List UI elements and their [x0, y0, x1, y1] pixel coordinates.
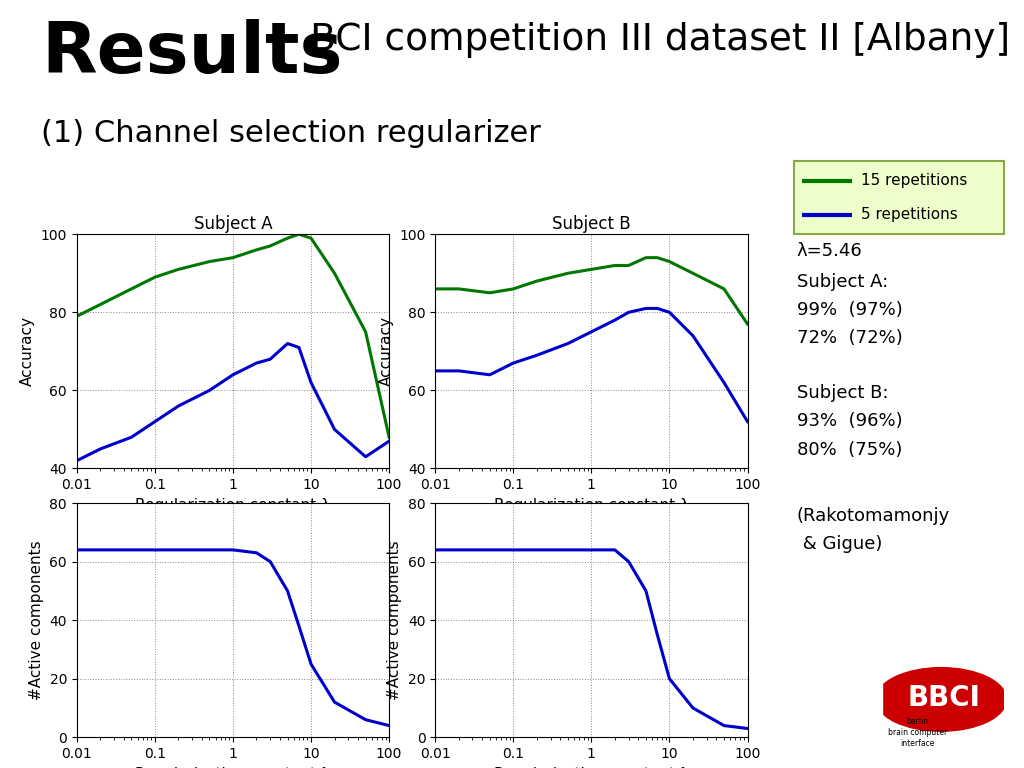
Text: & Gigue): & Gigue): [797, 535, 882, 553]
Text: berlin
brain computer
interface: berlin brain computer interface: [888, 717, 947, 748]
Text: 5 repetitions: 5 repetitions: [861, 207, 957, 222]
Text: 99%  (97%): 99% (97%): [797, 301, 902, 319]
Text: -  BCI competition III dataset II [Albany]: - BCI competition III dataset II [Albany…: [261, 22, 1011, 58]
Bar: [855, 666, 882, 754]
Text: λ=5.46: λ=5.46: [797, 242, 862, 260]
X-axis label: Regularization constant λ: Regularization constant λ: [135, 766, 331, 768]
Text: Subject A:: Subject A:: [797, 273, 888, 290]
Ellipse shape: [876, 667, 1007, 731]
Text: 80%  (75%): 80% (75%): [797, 441, 902, 458]
Text: 15 repetitions: 15 repetitions: [861, 174, 967, 188]
Title: Subject A: Subject A: [194, 215, 272, 233]
Y-axis label: Accuracy: Accuracy: [379, 316, 393, 386]
Y-axis label: #Active components: #Active components: [29, 541, 44, 700]
Y-axis label: Accuracy: Accuracy: [20, 316, 35, 386]
Text: (1) Channel selection regularizer: (1) Channel selection regularizer: [41, 119, 541, 148]
Title: Subject B: Subject B: [552, 215, 631, 233]
Text: 72%  (72%): 72% (72%): [797, 329, 902, 347]
Text: Results: Results: [41, 19, 342, 88]
Text: BBCI: BBCI: [907, 684, 981, 712]
Text: (Rakotomamonjy: (Rakotomamonjy: [797, 507, 950, 525]
Text: Subject B:: Subject B:: [797, 384, 888, 402]
X-axis label: Regularization constant λ: Regularization constant λ: [494, 498, 689, 513]
X-axis label: Regularization constant λ: Regularization constant λ: [494, 766, 689, 768]
Text: 93%  (96%): 93% (96%): [797, 412, 902, 430]
Y-axis label: #Active components: #Active components: [387, 541, 402, 700]
X-axis label: Regularization constant λ: Regularization constant λ: [135, 498, 331, 513]
